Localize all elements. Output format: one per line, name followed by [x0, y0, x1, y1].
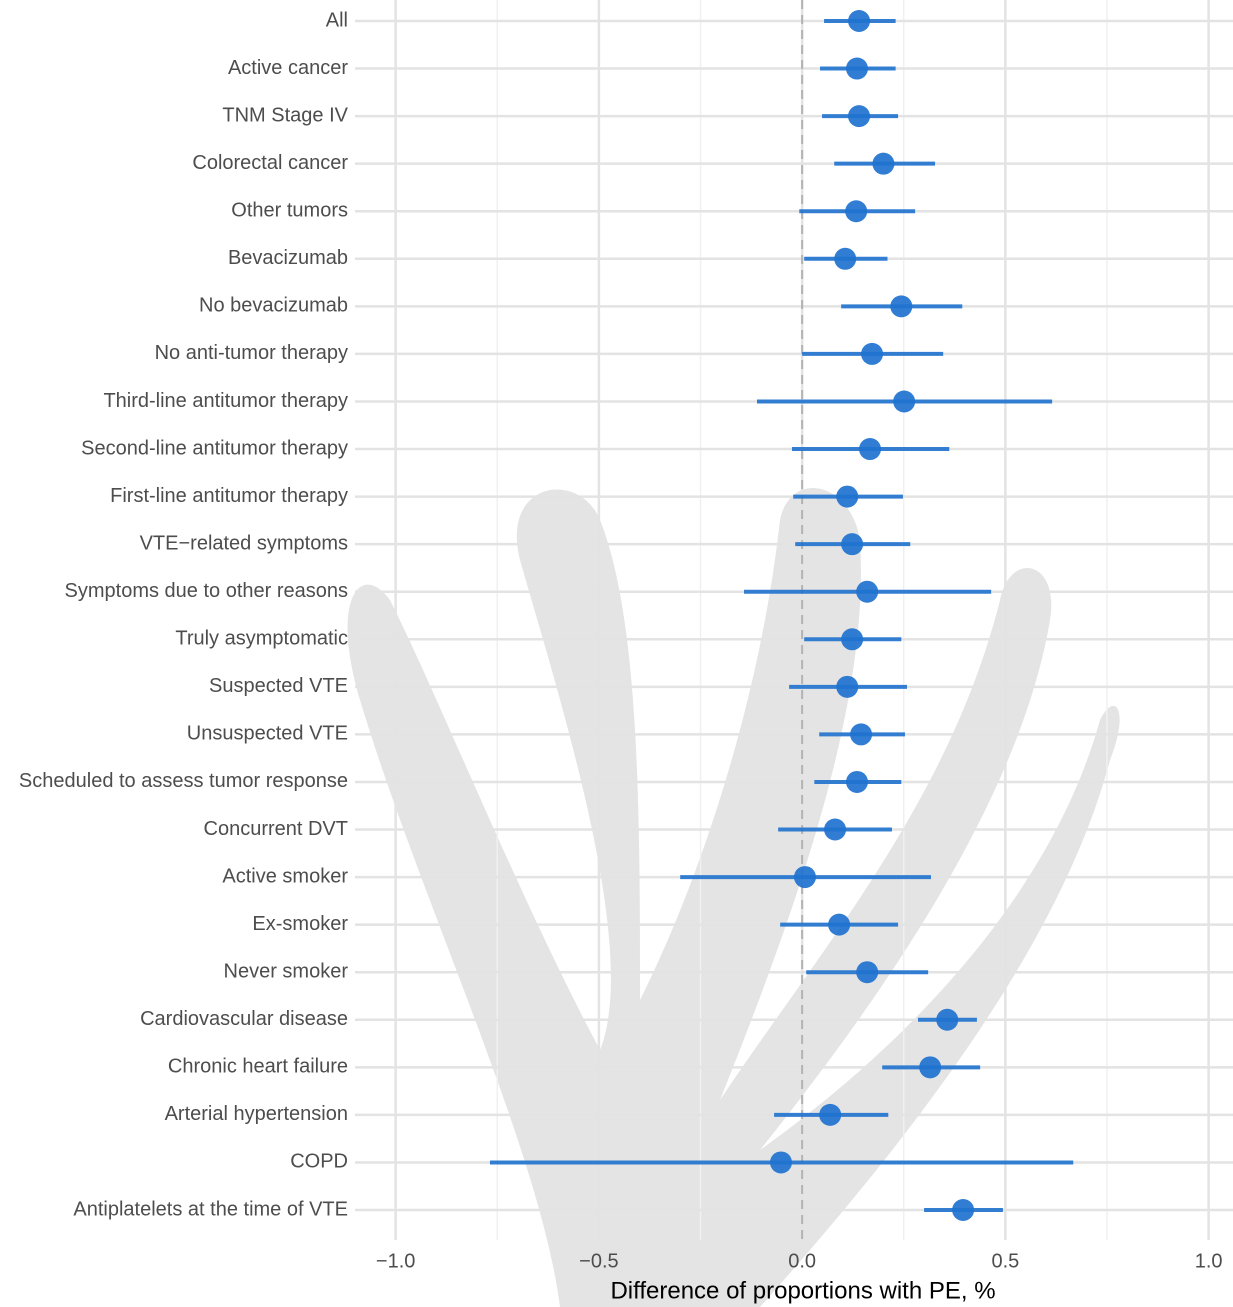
- y-tick-label: No anti-tumor therapy: [155, 342, 348, 364]
- chart: Difference of proportions with PE, % −1.…: [0, 0, 1233, 1307]
- y-tick-label: Active cancer: [228, 57, 348, 79]
- point: [834, 248, 856, 270]
- y-tick-label: Second-line antitumor therapy: [81, 437, 348, 459]
- y-tick-label: Truly asymptomatic: [175, 628, 348, 650]
- y-tick-label: Ex-smoker: [252, 913, 348, 935]
- point: [770, 1151, 792, 1173]
- y-tick-label: First-line antitumor therapy: [110, 485, 348, 507]
- point: [846, 771, 868, 793]
- point: [952, 1199, 974, 1221]
- point: [856, 581, 878, 603]
- point: [861, 343, 883, 365]
- point: [856, 961, 878, 983]
- y-tick-label: Active smoker: [222, 865, 348, 887]
- x-axis-title: Difference of proportions with PE, %: [610, 1277, 995, 1304]
- x-tick-label: 0.0: [788, 1250, 816, 1272]
- y-tick-label: No bevacizumab: [199, 295, 348, 317]
- point: [836, 676, 858, 698]
- point: [836, 486, 858, 508]
- x-tick-label: 0.5: [991, 1250, 1019, 1272]
- point: [845, 200, 867, 222]
- y-tick-label: COPD: [290, 1151, 348, 1173]
- point: [846, 58, 868, 80]
- point: [824, 819, 846, 841]
- x-tick-label: 1.0: [1195, 1250, 1223, 1272]
- y-tick-label: VTE−related symptoms: [140, 532, 348, 554]
- point: [841, 533, 863, 555]
- y-tick-label: All: [326, 9, 348, 31]
- point: [859, 438, 881, 460]
- y-tick-label: Symptoms due to other reasons: [65, 580, 348, 602]
- y-tick-label: Cardiovascular disease: [140, 1008, 348, 1030]
- point: [819, 1104, 841, 1126]
- point: [919, 1056, 941, 1078]
- y-tick-label: Scheduled to assess tumor response: [19, 770, 348, 792]
- y-tick-label: Arterial hypertension: [165, 1103, 348, 1125]
- point: [850, 723, 872, 745]
- point: [872, 153, 894, 175]
- y-tick-label: Never smoker: [224, 960, 349, 982]
- y-tick-label: Third-line antitumor therapy: [103, 390, 348, 412]
- point: [848, 10, 870, 32]
- y-tick-label: Colorectal cancer: [192, 152, 348, 174]
- x-tick-label: −0.5: [579, 1250, 618, 1272]
- y-tick-label: Unsuspected VTE: [187, 723, 348, 745]
- y-tick-label: Suspected VTE: [209, 675, 348, 697]
- point: [794, 866, 816, 888]
- watermark: [348, 488, 1120, 1307]
- point: [893, 390, 915, 412]
- point: [936, 1009, 958, 1031]
- point: [828, 914, 850, 936]
- y-tick-label: Other tumors: [231, 200, 348, 222]
- x-tick-label: −1.0: [376, 1250, 415, 1272]
- point: [848, 105, 870, 127]
- point: [890, 295, 912, 317]
- y-tick-label: Chronic heart failure: [168, 1056, 348, 1078]
- y-tick-label: Antiplatelets at the time of VTE: [73, 1198, 348, 1220]
- point: [841, 628, 863, 650]
- y-tick-label: Concurrent DVT: [204, 818, 349, 840]
- y-tick-label: Bevacizumab: [228, 247, 348, 269]
- y-tick-label: TNM Stage IV: [222, 104, 348, 126]
